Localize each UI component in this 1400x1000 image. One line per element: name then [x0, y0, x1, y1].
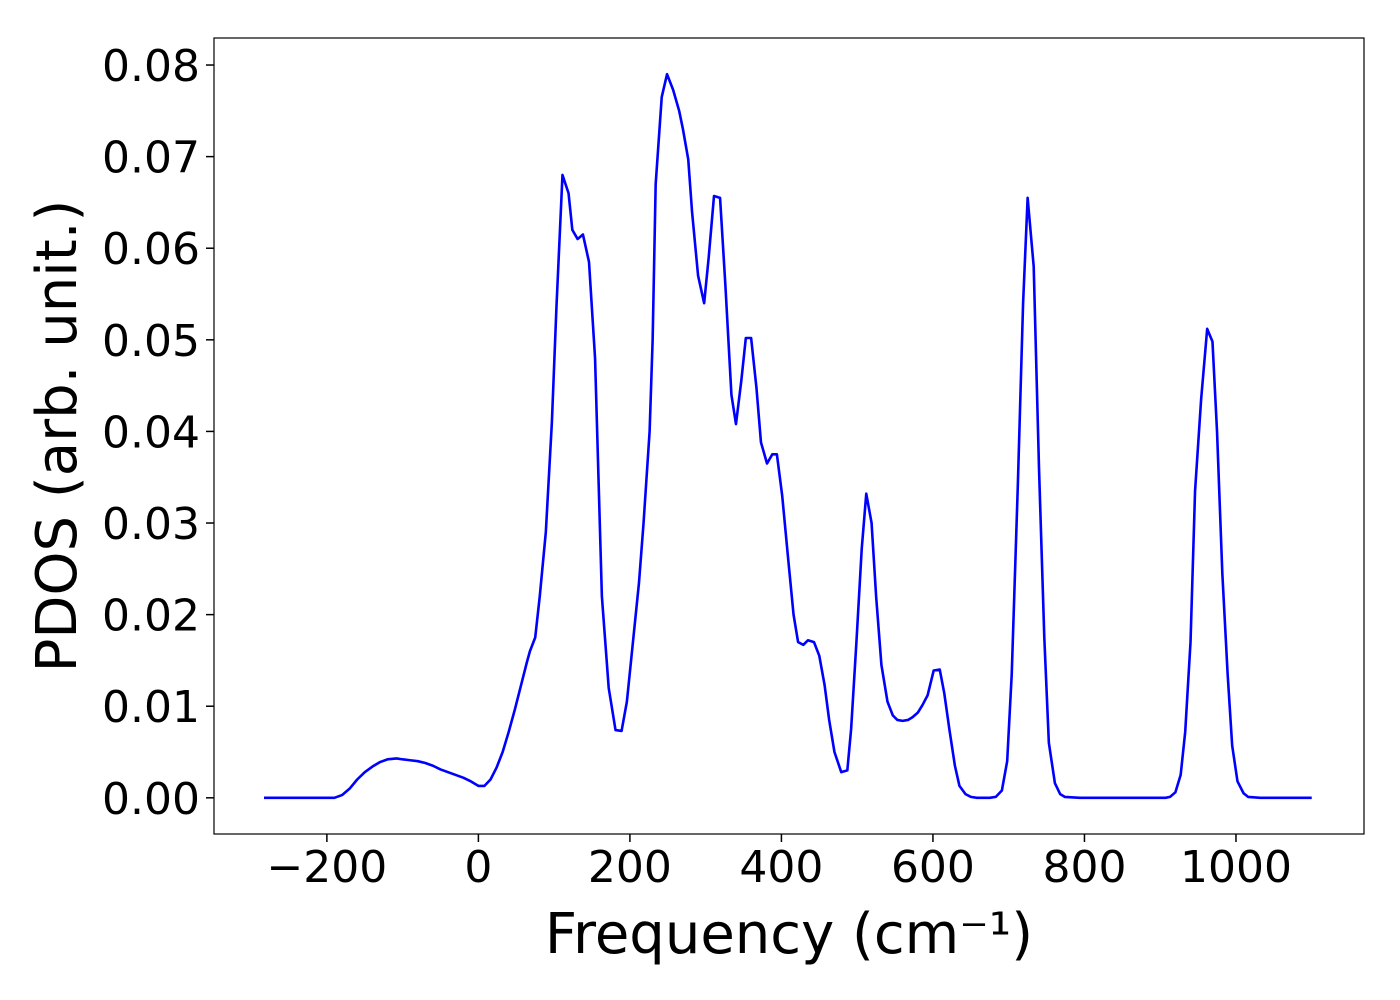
y-tick-label: 0.06 — [102, 224, 200, 275]
plot-frame — [213, 37, 1365, 835]
x-tick-label: 600 — [891, 842, 975, 893]
x-tick-label: −200 — [266, 842, 387, 893]
y-tick-label: 0.01 — [102, 682, 200, 733]
y-tick-label: 0.08 — [102, 41, 200, 92]
x-tick-label: 0 — [464, 842, 492, 893]
y-tick-label: 0.05 — [102, 316, 200, 367]
y-axis-label: PDOS (arb. unit.) — [25, 200, 90, 673]
x-tick-label: 400 — [739, 842, 823, 893]
y-tick-label: 0.00 — [102, 774, 200, 825]
x-tick-label: 800 — [1042, 842, 1126, 893]
y-tick-label: 0.03 — [102, 499, 200, 550]
x-tick-label: 200 — [588, 842, 672, 893]
y-tick-label: 0.07 — [102, 133, 200, 184]
y-tick-label: 0.04 — [102, 407, 200, 458]
x-tick-label: 1000 — [1180, 842, 1292, 893]
y-tick-label: 0.02 — [102, 591, 200, 642]
x-axis-label: Frequency (cm⁻¹) — [545, 902, 1033, 967]
data-line — [264, 72, 1312, 800]
